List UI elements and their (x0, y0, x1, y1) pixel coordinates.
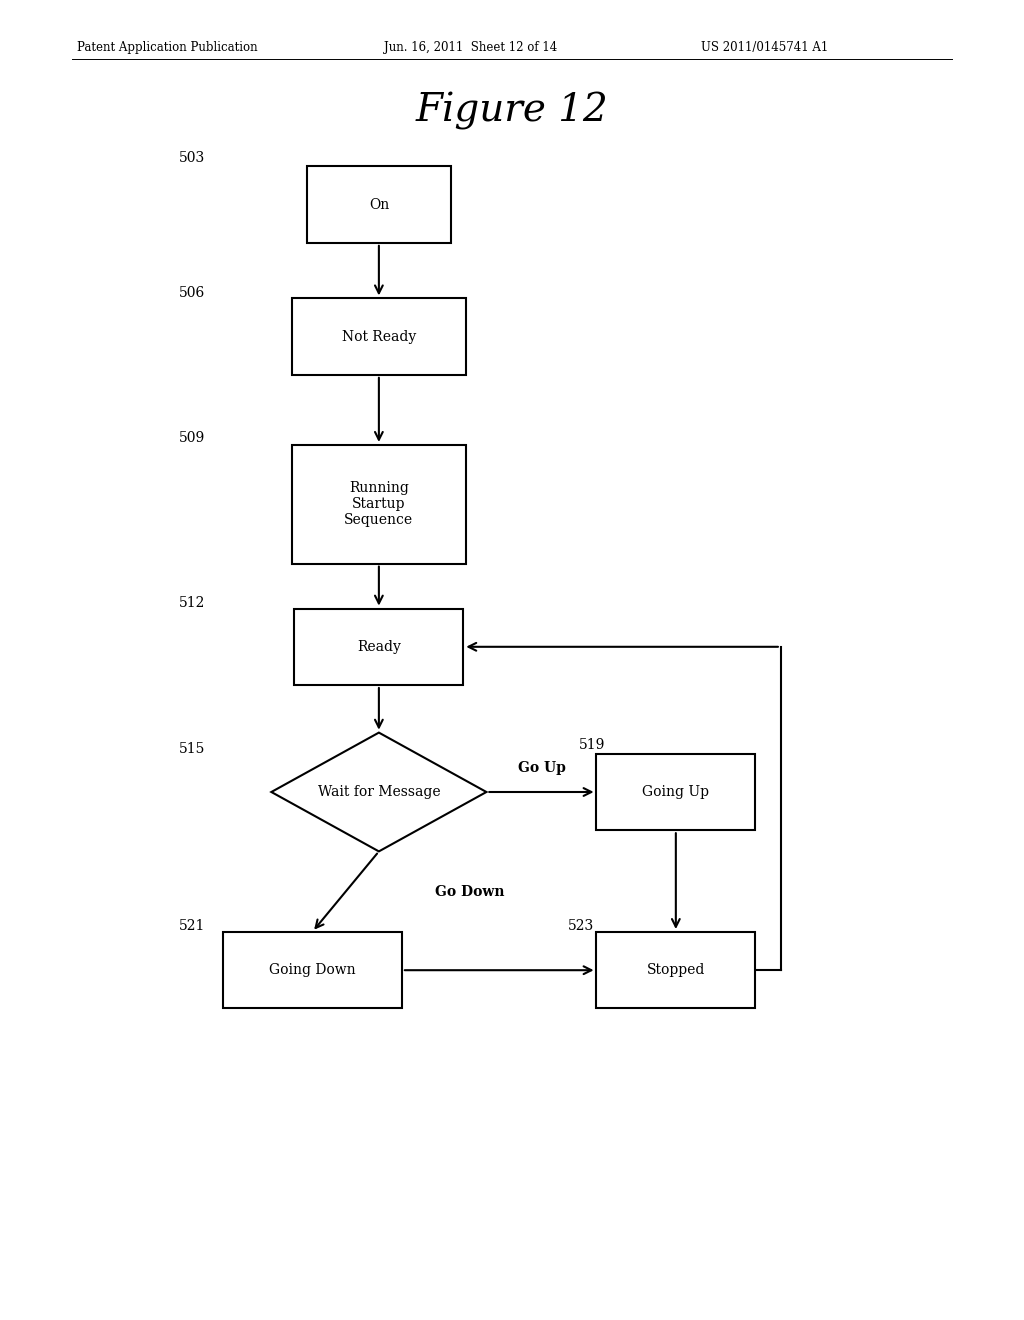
Text: Going Up: Going Up (642, 785, 710, 799)
FancyBboxPatch shape (292, 298, 466, 375)
Text: Stopped: Stopped (646, 964, 706, 977)
Text: 512: 512 (179, 595, 206, 610)
Text: Ready: Ready (357, 640, 400, 653)
Text: On: On (369, 198, 389, 211)
Text: Figure 12: Figure 12 (416, 92, 608, 131)
FancyBboxPatch shape (307, 166, 451, 243)
Text: Patent Application Publication: Patent Application Publication (77, 41, 257, 54)
Text: 515: 515 (179, 742, 206, 756)
FancyBboxPatch shape (223, 932, 401, 1008)
Text: Go Down: Go Down (435, 884, 505, 899)
FancyBboxPatch shape (292, 445, 466, 564)
Text: Go Up: Go Up (517, 760, 565, 775)
FancyBboxPatch shape (596, 754, 756, 830)
Polygon shape (271, 733, 486, 851)
Text: 521: 521 (179, 919, 206, 933)
Text: 506: 506 (179, 285, 206, 300)
Text: 523: 523 (568, 919, 595, 933)
Text: 503: 503 (179, 150, 206, 165)
Text: 519: 519 (579, 738, 605, 752)
Text: Going Down: Going Down (269, 964, 355, 977)
FancyBboxPatch shape (596, 932, 756, 1008)
Text: Wait for Message: Wait for Message (317, 785, 440, 799)
FancyBboxPatch shape (295, 609, 463, 685)
Text: 509: 509 (179, 430, 206, 445)
Text: Running
Startup
Sequence: Running Startup Sequence (344, 480, 414, 528)
Text: Not Ready: Not Ready (342, 330, 416, 343)
Text: US 2011/0145741 A1: US 2011/0145741 A1 (701, 41, 828, 54)
Text: Jun. 16, 2011  Sheet 12 of 14: Jun. 16, 2011 Sheet 12 of 14 (384, 41, 557, 54)
